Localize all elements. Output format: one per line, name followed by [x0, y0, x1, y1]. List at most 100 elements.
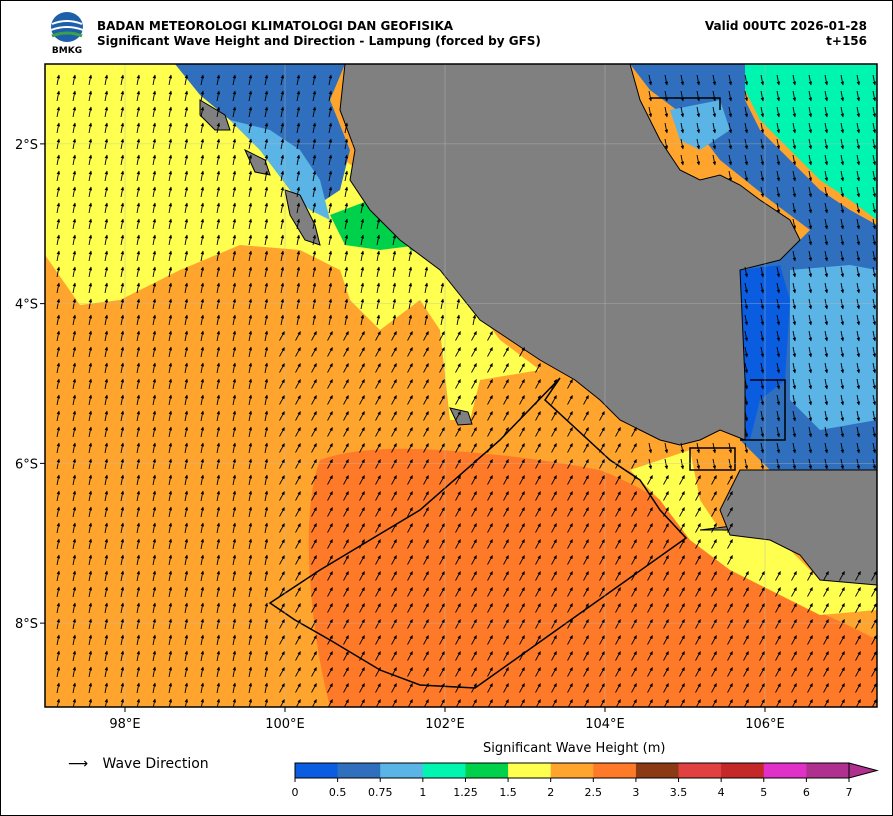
wave-arrow: [216, 250, 221, 262]
wave-arrow: [136, 314, 141, 326]
wave-arrow: [455, 379, 461, 389]
wave-arrow: [56, 74, 61, 86]
wave-arrow: [120, 330, 125, 342]
wave-arrow: [872, 186, 877, 198]
wave-arrow: [168, 298, 173, 310]
wave-arrow: [408, 298, 413, 310]
wave-arrow: [248, 106, 253, 118]
wave-arrow: [88, 90, 93, 102]
wave-arrow: [248, 378, 253, 390]
wave-direction-arrows: [56, 74, 877, 707]
wave-arrow: [407, 395, 413, 405]
wave-arrow: [503, 363, 509, 373]
wave-arrow: [120, 282, 125, 294]
wave-arrow: [248, 298, 253, 310]
wave-arrow: [808, 106, 813, 118]
wave-arrow: [487, 379, 493, 389]
wave-arrow: [296, 122, 301, 134]
wave-arrow: [248, 362, 253, 374]
wave-arrow: [408, 250, 413, 262]
wave-arrow: [311, 331, 317, 341]
wave-arrow: [120, 90, 125, 102]
wave-arrow: [168, 394, 173, 406]
wave-arrow: [136, 90, 141, 102]
wave-arrow: [295, 379, 301, 389]
wave-arrow: [120, 410, 125, 422]
wave-arrow: [296, 298, 301, 310]
wave-arrow: [744, 282, 749, 294]
wave-arrow: [312, 74, 317, 86]
wave-arrow: [72, 394, 77, 406]
wave-arrow: [872, 202, 877, 214]
wave-arrow: [56, 234, 61, 246]
wave-arrow: [104, 202, 109, 214]
wave-arrow: [359, 427, 365, 437]
wave-arrow: [360, 266, 365, 278]
wave-arrow: [295, 411, 301, 421]
wave-arrow: [824, 90, 829, 102]
wave-arrow: [744, 298, 749, 310]
wave-arrow: [152, 186, 157, 198]
wave-arrow: [200, 282, 205, 294]
wave-arrow: [72, 426, 77, 438]
wave-arrow: [152, 394, 157, 406]
wave-arrow: [56, 410, 61, 422]
wave-arrow: [152, 218, 157, 230]
wave-arrow: [760, 154, 765, 166]
wave-arrow: [776, 314, 781, 326]
wave-arrow: [295, 427, 301, 437]
wave-arrow: [152, 346, 157, 358]
x-tick-label: 106°E: [745, 717, 785, 732]
wave-arrow: [311, 411, 317, 421]
wave-arrow: [824, 234, 829, 246]
wave-arrow: [360, 298, 365, 310]
wave-arrow: [168, 378, 173, 390]
wave-arrow: [760, 330, 765, 342]
wave-arrow: [728, 74, 733, 86]
wave-arrow: [184, 234, 189, 246]
wave-arrow: [664, 74, 669, 86]
wave-arrow: [216, 362, 221, 374]
wave-arrow: [232, 122, 237, 134]
wave-arrow: [744, 154, 749, 166]
wave-arrow: [136, 362, 141, 374]
wave-arrow: [216, 410, 221, 422]
wave-arrow: [216, 218, 221, 230]
wave-arrow: [840, 218, 845, 230]
wave-arrow: [152, 202, 157, 214]
wave-arrow: [792, 346, 797, 358]
wave-arrow: [440, 298, 445, 310]
wave-arrow: [104, 122, 109, 134]
wave-arrow: [808, 74, 813, 86]
wave-arrow: [216, 154, 221, 166]
wave-arrow: [184, 106, 189, 118]
wave-arrow: [56, 202, 61, 214]
wave-arrow: [872, 106, 877, 118]
wave-arrow: [72, 298, 77, 310]
wave-arrow: [792, 410, 797, 422]
wave-arrow: [168, 426, 173, 438]
arrow-legend-icon: ⟶: [68, 756, 89, 772]
wave-arrow: [312, 106, 317, 118]
wave-arrow: [455, 411, 461, 421]
x-tick-label: 104°E: [585, 717, 625, 732]
wave-arrow: [567, 379, 573, 389]
wave-arrow: [311, 395, 317, 405]
wave-arrow: [279, 427, 285, 437]
wave-arrow: [487, 395, 493, 405]
wave-arrow: [840, 298, 845, 310]
wave-arrow: [856, 234, 861, 246]
wave-arrow: [279, 347, 285, 357]
wave-arrow: [232, 218, 237, 230]
wave-arrow: [184, 330, 189, 342]
wave-arrow: [232, 234, 237, 246]
wave-arrow: [872, 122, 877, 134]
wave-arrow: [200, 362, 205, 374]
wave-arrow: [232, 90, 237, 102]
wave-arrow: [88, 170, 93, 182]
wave-band-0.75-1-east: [790, 265, 877, 430]
wave-arrow: [216, 170, 221, 182]
x-tick-label: 98°E: [109, 717, 140, 732]
wave-arrow: [216, 266, 221, 278]
wave-arrow: [792, 394, 797, 406]
